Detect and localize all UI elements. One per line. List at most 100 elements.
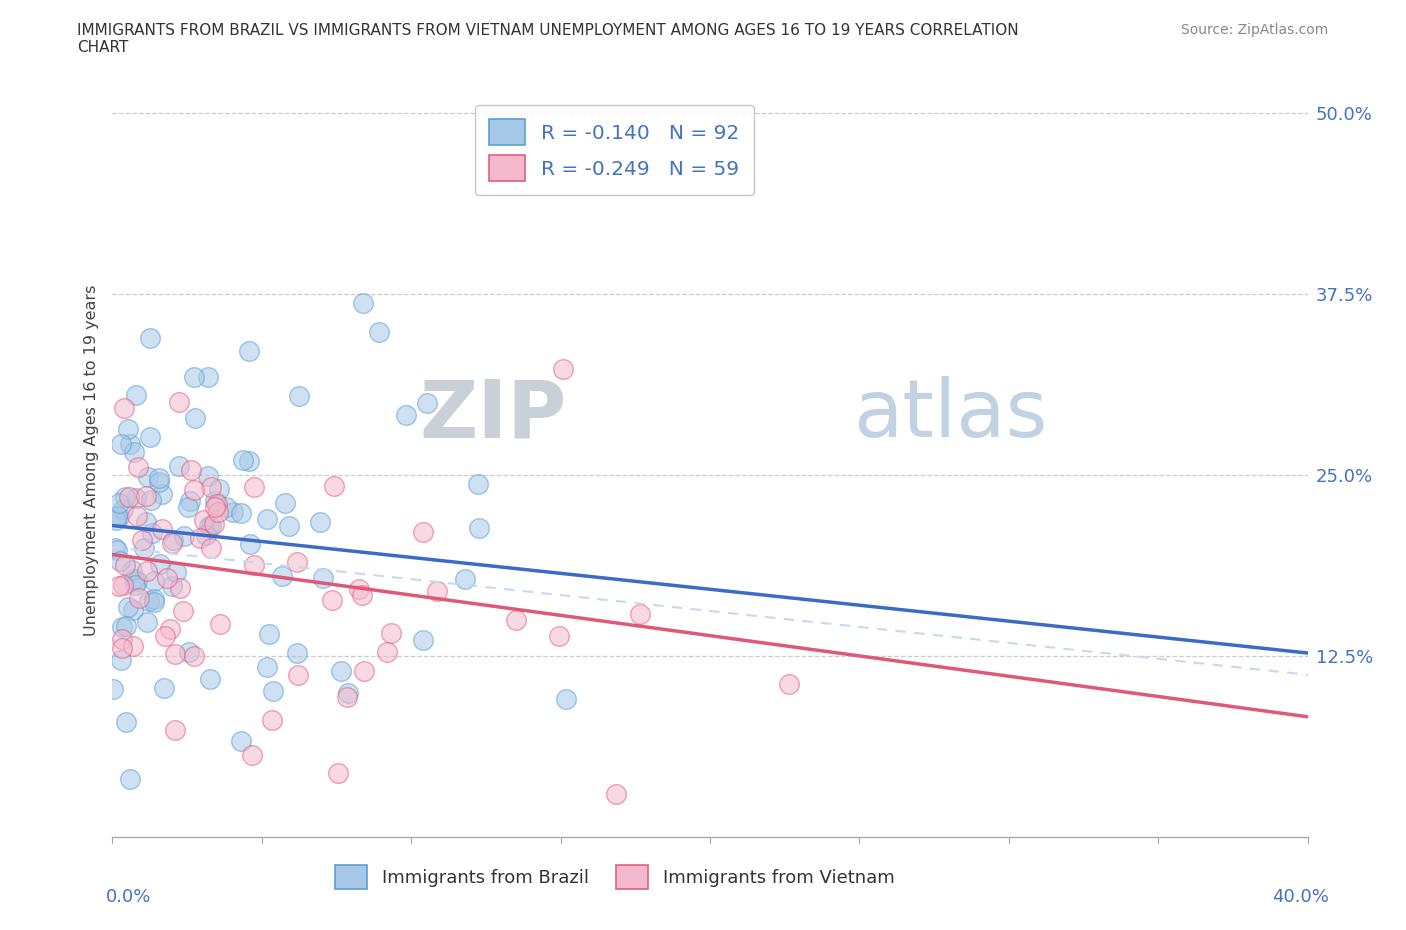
Text: atlas: atlas: [853, 376, 1047, 454]
Point: [112, 501, 135, 516]
Point: [150, 521, 173, 536]
Point: [139, 331, 162, 346]
Point: [114, 618, 136, 633]
Point: [136, 564, 159, 578]
Text: CHART: CHART: [77, 40, 129, 55]
Point: [136, 615, 159, 630]
Point: [347, 581, 370, 596]
Point: [778, 676, 800, 691]
Point: [321, 592, 343, 607]
Point: [143, 591, 166, 606]
Point: [200, 541, 222, 556]
Point: [160, 578, 183, 593]
Point: [127, 509, 149, 524]
Point: [108, 496, 131, 511]
Point: [326, 765, 349, 780]
Point: [222, 505, 245, 520]
Point: [165, 723, 187, 737]
Point: [108, 553, 131, 568]
Point: [160, 536, 183, 551]
Point: [114, 557, 136, 572]
Point: [329, 663, 352, 678]
Point: [193, 512, 215, 527]
Point: [107, 542, 129, 557]
Point: [101, 681, 124, 696]
Point: [173, 528, 195, 543]
Point: [172, 604, 194, 618]
Point: [200, 479, 222, 494]
Point: [231, 734, 253, 749]
Point: [139, 430, 162, 445]
Point: [111, 640, 134, 655]
Point: [197, 469, 219, 484]
Point: [122, 603, 145, 618]
Point: [395, 407, 418, 422]
Point: [162, 532, 184, 547]
Point: [238, 343, 260, 358]
Point: [121, 563, 143, 578]
Point: [110, 653, 132, 668]
Point: [169, 458, 191, 473]
Point: [167, 394, 190, 409]
Point: [122, 445, 145, 459]
Point: [142, 574, 165, 589]
Point: [177, 499, 200, 514]
Point: [122, 639, 145, 654]
Point: [204, 499, 226, 514]
Point: [207, 505, 229, 520]
Point: [115, 714, 138, 729]
Point: [179, 644, 201, 659]
Point: [257, 627, 280, 642]
Point: [605, 786, 627, 801]
Point: [124, 578, 146, 592]
Point: [200, 672, 222, 687]
Point: [238, 454, 260, 469]
Point: [184, 411, 207, 426]
Point: [467, 477, 489, 492]
Point: [127, 573, 149, 588]
Point: [183, 649, 205, 664]
Point: [159, 621, 181, 636]
Point: [240, 747, 263, 762]
Point: [135, 514, 157, 529]
Point: [207, 482, 229, 497]
Point: [197, 519, 219, 534]
Point: [165, 565, 187, 579]
Point: [149, 556, 172, 571]
Point: [105, 512, 128, 527]
Point: [412, 632, 434, 647]
Text: Source: ZipAtlas.com: Source: ZipAtlas.com: [1181, 23, 1329, 37]
Point: [285, 645, 308, 660]
Point: [309, 515, 332, 530]
Point: [204, 494, 226, 509]
Point: [148, 471, 170, 485]
Point: [122, 571, 145, 586]
Point: [107, 510, 129, 525]
Point: [156, 570, 179, 585]
Point: [105, 509, 128, 524]
Point: [336, 690, 359, 705]
Text: 40.0%: 40.0%: [1272, 888, 1329, 906]
Point: [229, 505, 252, 520]
Point: [260, 712, 283, 727]
Point: [104, 540, 127, 555]
Point: [505, 612, 527, 627]
Point: [350, 588, 373, 603]
Point: [256, 512, 278, 526]
Point: [153, 629, 176, 644]
Point: [323, 479, 346, 494]
Point: [278, 518, 301, 533]
Point: [183, 369, 205, 384]
Point: [153, 681, 176, 696]
Point: [141, 493, 163, 508]
Point: [288, 388, 311, 403]
Point: [312, 571, 335, 586]
Point: [132, 541, 155, 556]
Text: IMMIGRANTS FROM BRAZIL VS IMMIGRANTS FROM VIETNAM UNEMPLOYMENT AMONG AGES 16 TO : IMMIGRANTS FROM BRAZIL VS IMMIGRANTS FRO…: [77, 23, 1019, 38]
Point: [183, 483, 205, 498]
Point: [239, 537, 262, 551]
Point: [243, 557, 266, 572]
Point: [207, 497, 229, 512]
Point: [547, 629, 569, 644]
Point: [215, 499, 238, 514]
